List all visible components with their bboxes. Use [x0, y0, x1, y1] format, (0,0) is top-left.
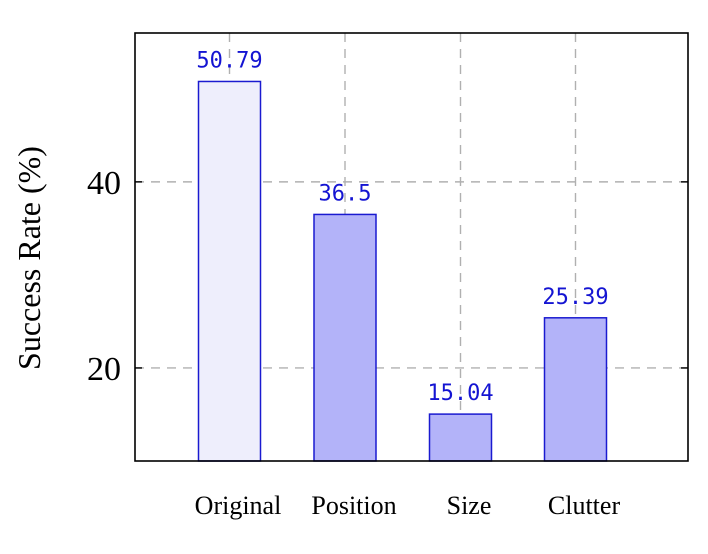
bars	[197, 80, 608, 462]
y-tick-label: 20	[87, 351, 121, 388]
x-tick-label-position: Position	[311, 491, 396, 520]
x-axis-ticks: Original Position Size Clutter	[195, 491, 621, 520]
data-label-original: 50.79	[196, 48, 262, 73]
plot-frame	[134, 32, 689, 462]
x-tick-label-clutter: Clutter	[548, 491, 621, 520]
y-axis-label: Success Rate (%)	[11, 146, 47, 370]
x-tick-label-size: Size	[447, 491, 492, 520]
bar-original	[197, 80, 262, 462]
data-label-clutter: 25.39	[542, 285, 608, 310]
data-labels: 50.79 36.5 15.04 25.39	[196, 48, 608, 406]
data-label-position: 36.5	[319, 181, 372, 206]
x-tick-label-original: Original	[195, 491, 282, 520]
bar-position	[313, 213, 377, 462]
data-label-size: 15.04	[427, 381, 493, 406]
bar-clutter	[543, 317, 608, 462]
y-tick-label: 40	[87, 165, 121, 202]
bar-size	[428, 413, 493, 462]
